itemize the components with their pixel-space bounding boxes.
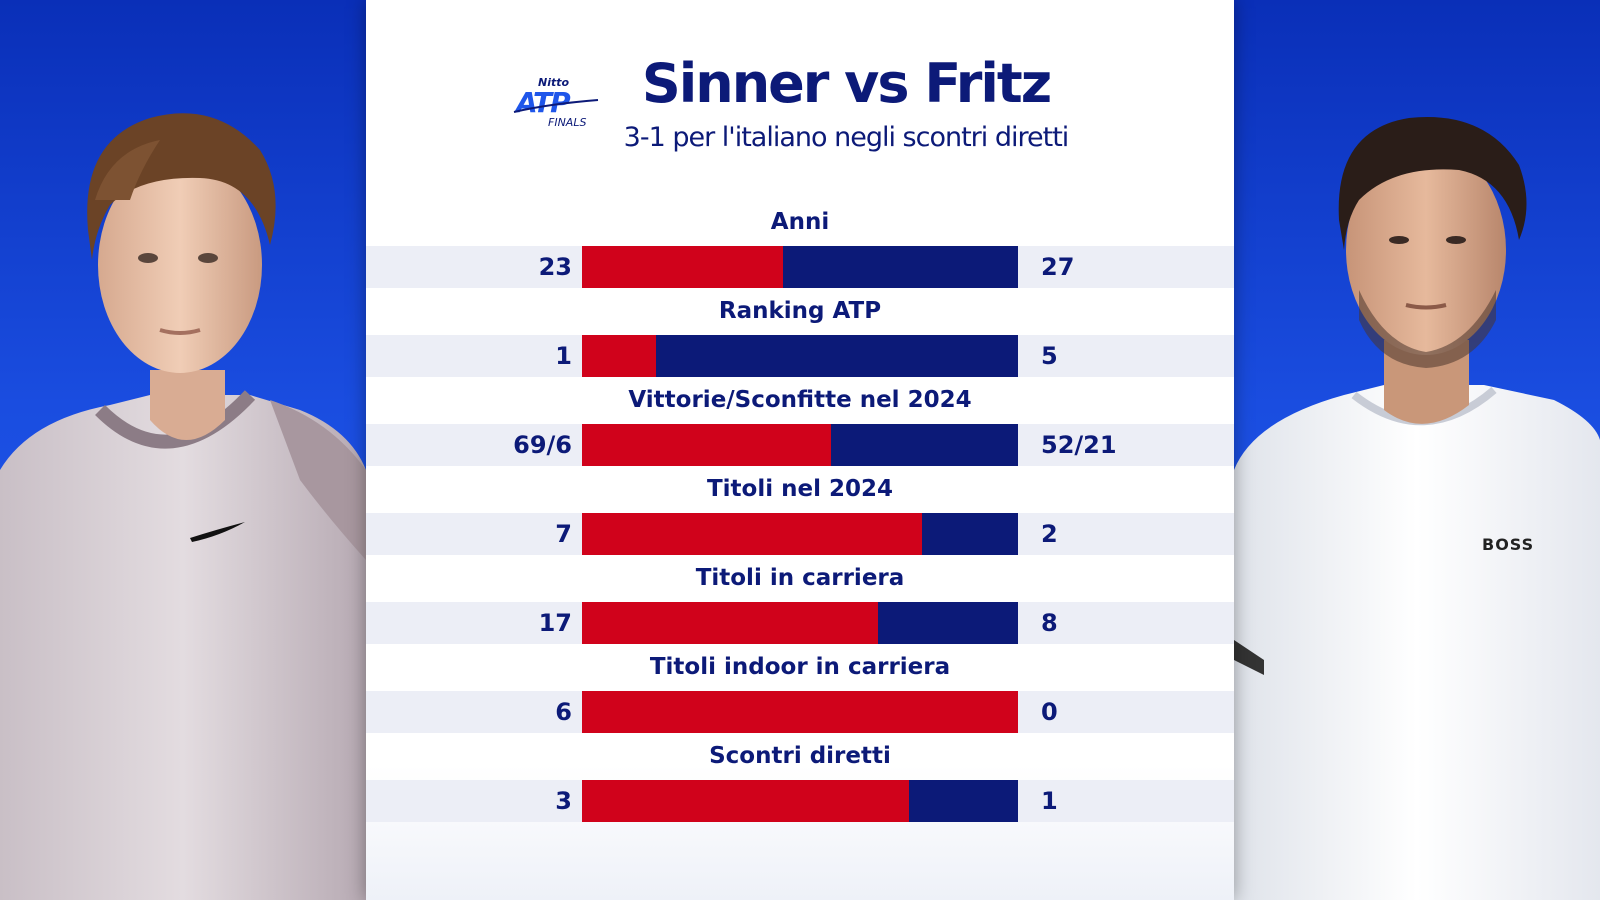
stat-bar: [582, 246, 1018, 288]
stat-label: Titoli in carriera: [695, 565, 905, 591]
stat-value-right: 2: [1041, 520, 1058, 548]
stat-value-right: 5: [1041, 342, 1058, 370]
bar-segment-sinner: [582, 246, 783, 288]
shirt-logo-boss: BOSS: [1482, 535, 1534, 554]
stat-value-left: 69/6: [513, 431, 572, 459]
stat-value-left: 1: [555, 342, 572, 370]
stat-row: Vittorie/Sconfitte nel 2024 69/6 52/21: [366, 380, 1234, 467]
stat-bar: [582, 424, 1018, 466]
stat-bar: [582, 513, 1018, 555]
stat-label: Titoli nel 2024: [706, 476, 894, 502]
stat-row: Titoli indoor in carriera 6 0: [366, 647, 1234, 734]
bar-segment-fritz: [909, 780, 1018, 822]
bar-segment-fritz: [782, 246, 1018, 288]
stat-value-right: 52/21: [1041, 431, 1117, 459]
stat-bar: [582, 602, 1018, 644]
bar-segment-sinner: [582, 602, 879, 644]
stat-value-left: 7: [555, 520, 572, 548]
atp-finals-logo: Nitto ATP FINALS: [508, 74, 608, 134]
stat-bar: [582, 335, 1018, 377]
stat-label: Vittorie/Sconfitte nel 2024: [628, 387, 972, 413]
logo-line-3: FINALS: [548, 116, 586, 129]
stat-row: Titoli in carriera 17 8: [366, 558, 1234, 645]
stat-value-right: 0: [1041, 698, 1058, 726]
bar-segment-fritz: [878, 602, 1018, 644]
logo-line-2: ATP: [514, 86, 571, 119]
stat-row: Scontri diretti 3 1: [366, 736, 1234, 823]
player-photo-left: [0, 0, 366, 900]
page-title: Sinner vs Fritz: [641, 52, 1052, 115]
bar-segment-sinner: [582, 691, 1018, 733]
bar-segment-fritz: [922, 513, 1018, 555]
bar-segment-sinner: [582, 424, 831, 466]
page-subtitle: 3-1 per l'italiano negli scontri diretti: [623, 122, 1070, 153]
stat-row: Anni 23 27: [366, 202, 1234, 289]
bar-segment-sinner: [582, 513, 923, 555]
stat-label: Ranking ATP: [718, 298, 882, 324]
bar-segment-sinner: [582, 335, 657, 377]
comparison-panel: Nitto ATP FINALS Sinner vs Fritz 3-1 per…: [366, 0, 1234, 900]
bar-segment-fritz: [656, 335, 1018, 377]
stat-value-left: 3: [555, 787, 572, 815]
stat-value-left: 6: [555, 698, 572, 726]
logo-line-1: Nitto: [538, 76, 569, 89]
stat-row: Titoli nel 2024 7 2: [366, 469, 1234, 556]
bar-segment-sinner: [582, 780, 909, 822]
stat-label: Anni: [770, 209, 830, 235]
stat-value-right: 8: [1041, 609, 1058, 637]
stat-bar: [582, 780, 1018, 822]
stat-value-left: 23: [538, 253, 572, 281]
stat-value-right: 27: [1041, 253, 1075, 281]
stat-label: Scontri diretti: [709, 743, 891, 769]
stat-label: Titoli indoor in carriera: [649, 654, 951, 680]
bar-segment-fritz: [830, 424, 1018, 466]
stat-bar: [582, 691, 1018, 733]
player-photo-right: BOSS: [1234, 0, 1600, 900]
stat-value-left: 17: [538, 609, 572, 637]
stat-row: Ranking ATP 1 5: [366, 291, 1234, 378]
stat-value-right: 1: [1041, 787, 1058, 815]
